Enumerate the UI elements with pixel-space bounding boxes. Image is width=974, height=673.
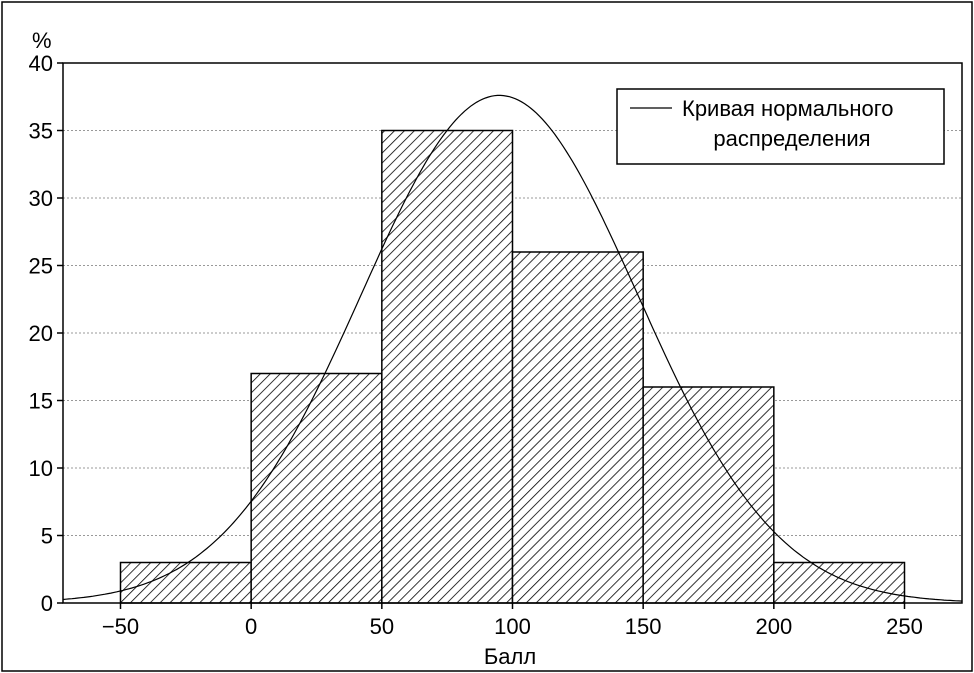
- legend-box: [616, 88, 945, 165]
- y-tick-label: 0: [41, 591, 53, 616]
- histogram-bar: [511, 251, 644, 604]
- histogram-bar: [250, 372, 383, 604]
- histogram-bar: [381, 129, 514, 604]
- y-axis-label: %: [32, 28, 52, 53]
- x-tick-label: 200: [755, 614, 792, 639]
- histogram-bar: [773, 561, 906, 604]
- histogram-bars: [119, 129, 906, 604]
- x-tick-label: 0: [245, 614, 257, 639]
- x-tick-label: 100: [494, 614, 531, 639]
- x-axis-label: Балл: [484, 644, 536, 669]
- histogram-bar: [119, 561, 252, 604]
- y-tick-label: 35: [29, 119, 53, 144]
- x-axis-ticks: −50 0 50 100 150 200 250: [102, 603, 923, 639]
- y-tick-label: 20: [29, 321, 53, 346]
- y-tick-label: 15: [29, 389, 53, 414]
- y-axis-ticks: 0 5 10 15 20 25 30 35 40: [29, 51, 63, 616]
- normal-curve-group: [62, 94, 963, 602]
- legend-label-line2: распределения: [713, 126, 870, 151]
- y-tick-label: 25: [29, 254, 53, 279]
- legend-label-line1: Кривая нормального: [682, 96, 893, 121]
- x-tick-label: 150: [625, 614, 662, 639]
- normal-curve: [62, 94, 963, 602]
- y-tick-label: 40: [29, 51, 53, 76]
- x-tick-label: 50: [370, 614, 394, 639]
- y-tick-label: 30: [29, 186, 53, 211]
- legend: Кривая нормального распределения: [616, 88, 945, 165]
- y-tick-label: 5: [41, 524, 53, 549]
- y-tick-label: 10: [29, 456, 53, 481]
- x-tick-label: −50: [102, 614, 139, 639]
- x-tick-label: 250: [886, 614, 923, 639]
- histogram-bar: [642, 386, 775, 604]
